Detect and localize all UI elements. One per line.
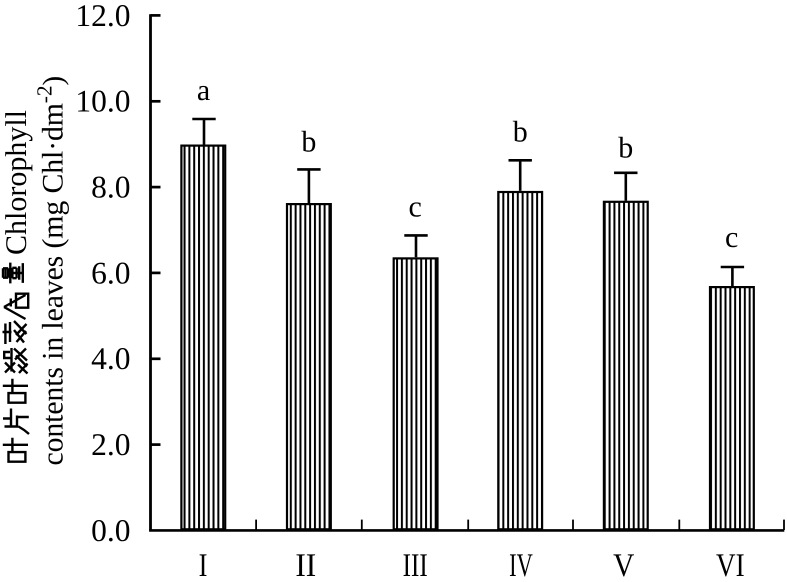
svg-text:c: c bbox=[409, 191, 422, 224]
svg-text:VI: VI bbox=[716, 548, 745, 582]
svg-text:6.0: 6.0 bbox=[91, 255, 130, 290]
svg-text:0.0: 0.0 bbox=[91, 513, 130, 548]
svg-text:contents in leaves (mg Chl·dm-: contents in leaves (mg Chl·dm-2) bbox=[33, 76, 70, 466]
svg-text:V: V bbox=[613, 548, 634, 582]
svg-text:b: b bbox=[618, 131, 633, 164]
svg-text:III: III bbox=[403, 548, 428, 582]
svg-text:b: b bbox=[513, 116, 528, 149]
svg-text:I: I bbox=[199, 548, 208, 582]
svg-text:b: b bbox=[301, 125, 316, 158]
svg-text:a: a bbox=[197, 74, 210, 107]
svg-text:8.0: 8.0 bbox=[91, 170, 130, 205]
svg-text:12.0: 12.0 bbox=[75, 0, 130, 33]
svg-text:10.0: 10.0 bbox=[75, 84, 130, 119]
svg-text:Chlorophyll: Chlorophyll bbox=[0, 110, 33, 255]
svg-text:4.0: 4.0 bbox=[91, 341, 130, 376]
svg-text:IV: IV bbox=[509, 548, 533, 582]
svg-text:2.0: 2.0 bbox=[91, 427, 130, 462]
svg-text:II: II bbox=[295, 548, 316, 582]
svg-text:c: c bbox=[725, 221, 738, 254]
